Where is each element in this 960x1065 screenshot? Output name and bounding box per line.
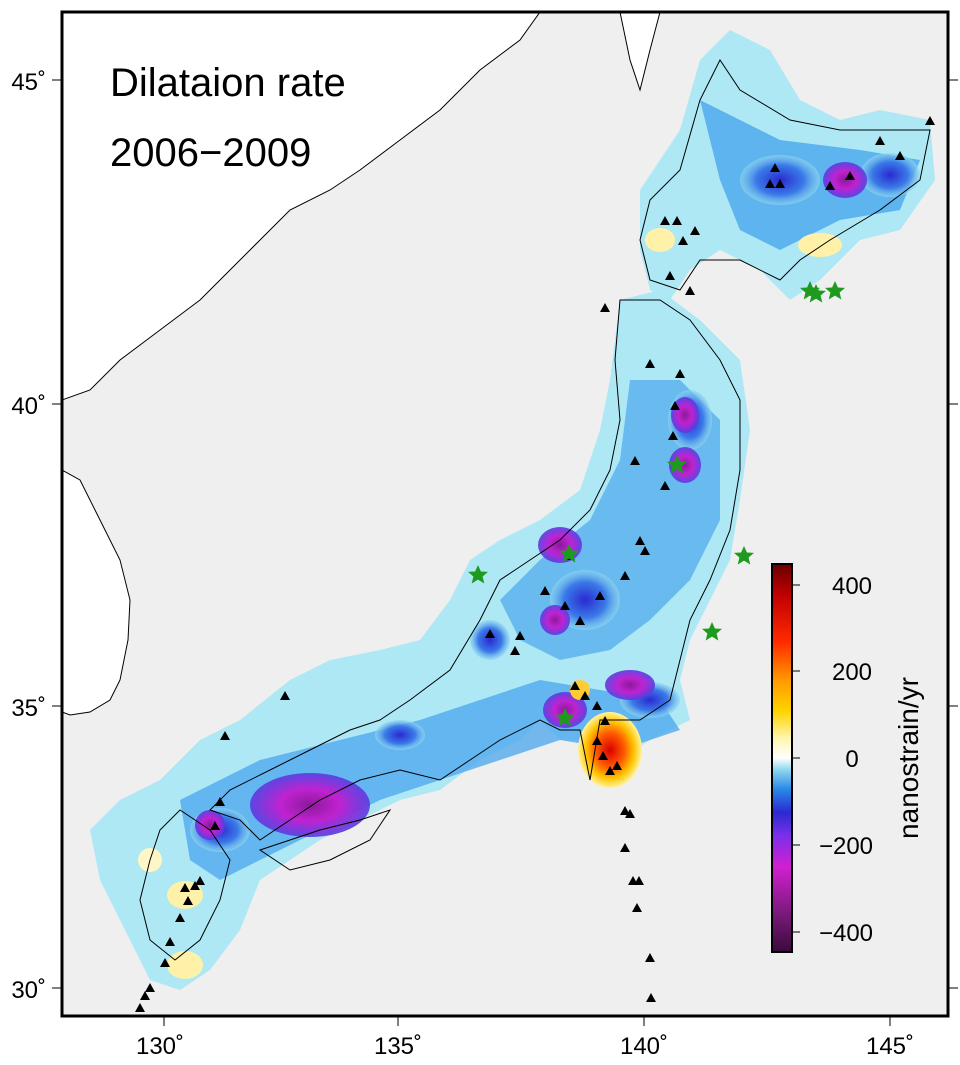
star-icon (468, 281, 845, 727)
axis-ticks (52, 79, 958, 1026)
continent-landmass (62, 12, 541, 401)
coastlines (139, 59, 931, 961)
izu-extension-hotspot (578, 712, 642, 788)
x-tick-label: 135˚ (374, 1033, 422, 1060)
x-tick-label: 130˚ (136, 1033, 184, 1060)
y-tick-label: 45˚ (11, 69, 46, 96)
colorbar-tick-label: 0 (845, 746, 858, 773)
colorbar-label: nanostrain/yr (893, 677, 924, 839)
colorbar-tick-label: −400 (819, 920, 873, 947)
map-title-line2: 2006−2009 (110, 131, 311, 175)
map-frame (60, 10, 950, 1018)
strain-field (90, 30, 935, 990)
map-title-line1: Dilataion rate (110, 61, 346, 105)
earthquake-markers (468, 281, 845, 727)
colorbar-tick-label: 400 (832, 573, 872, 600)
korea-landmass (62, 469, 131, 716)
y-tick-label: 40˚ (11, 393, 46, 420)
y-tick-label: 30˚ (11, 977, 46, 1004)
triangle-icon (135, 116, 935, 1012)
colorbar-tick-label: −200 (819, 833, 873, 860)
x-tick-label: 140˚ (620, 1033, 668, 1060)
volcano-markers (135, 116, 935, 1012)
colorbar-ticks (792, 584, 800, 933)
colorbar (771, 563, 793, 953)
x-tick-label: 145˚ (866, 1033, 914, 1060)
colorbar-tick-label: 200 (832, 659, 872, 686)
y-tick-label: 35˚ (11, 695, 46, 722)
